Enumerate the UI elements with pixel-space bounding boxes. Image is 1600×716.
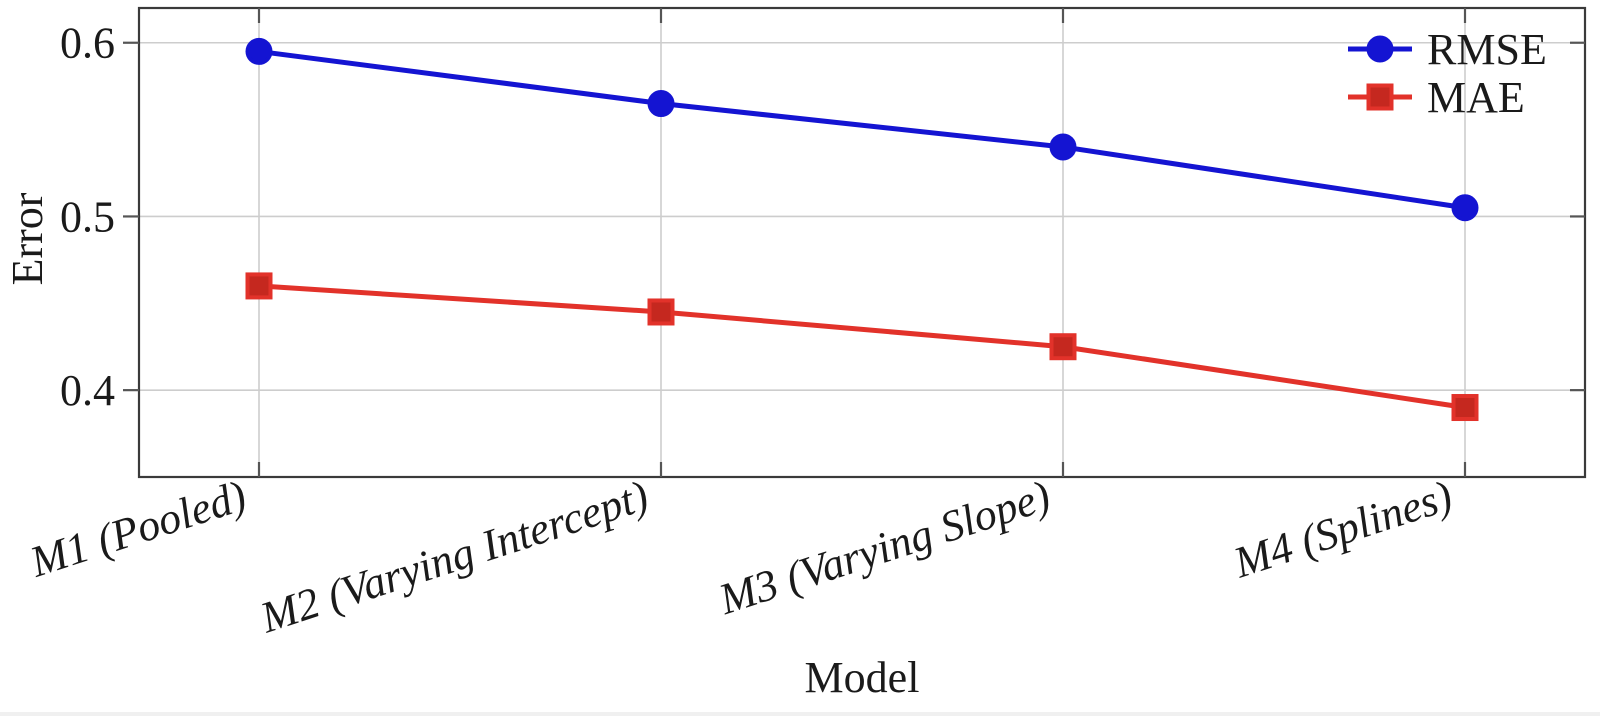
data-point-RMSE bbox=[245, 37, 273, 65]
x-tick-label: M2 (Varying Intercept) bbox=[254, 471, 654, 643]
legend-item-RMSE: RMSE bbox=[1348, 25, 1547, 74]
y-tick-label: 0.6 bbox=[60, 19, 115, 68]
data-point-MAE bbox=[245, 272, 273, 300]
y-axis-label: Error bbox=[3, 192, 52, 285]
data-point-MAE bbox=[1451, 394, 1479, 422]
window-bottom-edge bbox=[0, 712, 1600, 716]
x-tick-label: M1 (Pooled) bbox=[23, 471, 252, 587]
data-point-MAE bbox=[1366, 83, 1394, 111]
series-RMSE bbox=[245, 37, 1479, 222]
y-tick-label: 0.4 bbox=[60, 366, 115, 415]
x-tick-label: M3 (Varying Slope) bbox=[712, 471, 1056, 624]
x-axis-label: Model bbox=[805, 653, 920, 702]
data-point-MAE bbox=[647, 298, 675, 326]
legend-item-MAE: MAE bbox=[1348, 73, 1525, 122]
legend-label-RMSE: RMSE bbox=[1427, 25, 1547, 74]
series-line-MAE bbox=[256, 283, 1468, 411]
series-line-RMSE bbox=[256, 48, 1468, 211]
x-tick-label: M4 (Splines) bbox=[1227, 471, 1458, 588]
data-point-RMSE bbox=[1366, 35, 1394, 63]
data-point-RMSE bbox=[1049, 133, 1077, 161]
data-point-RMSE bbox=[1451, 194, 1479, 222]
legend-label-MAE: MAE bbox=[1427, 73, 1525, 122]
data-point-MAE bbox=[1049, 333, 1077, 361]
data-point-RMSE bbox=[647, 90, 675, 118]
y-tick-label: 0.5 bbox=[60, 192, 115, 241]
plot-frame bbox=[137, 6, 1587, 479]
series-MAE bbox=[245, 272, 1479, 422]
